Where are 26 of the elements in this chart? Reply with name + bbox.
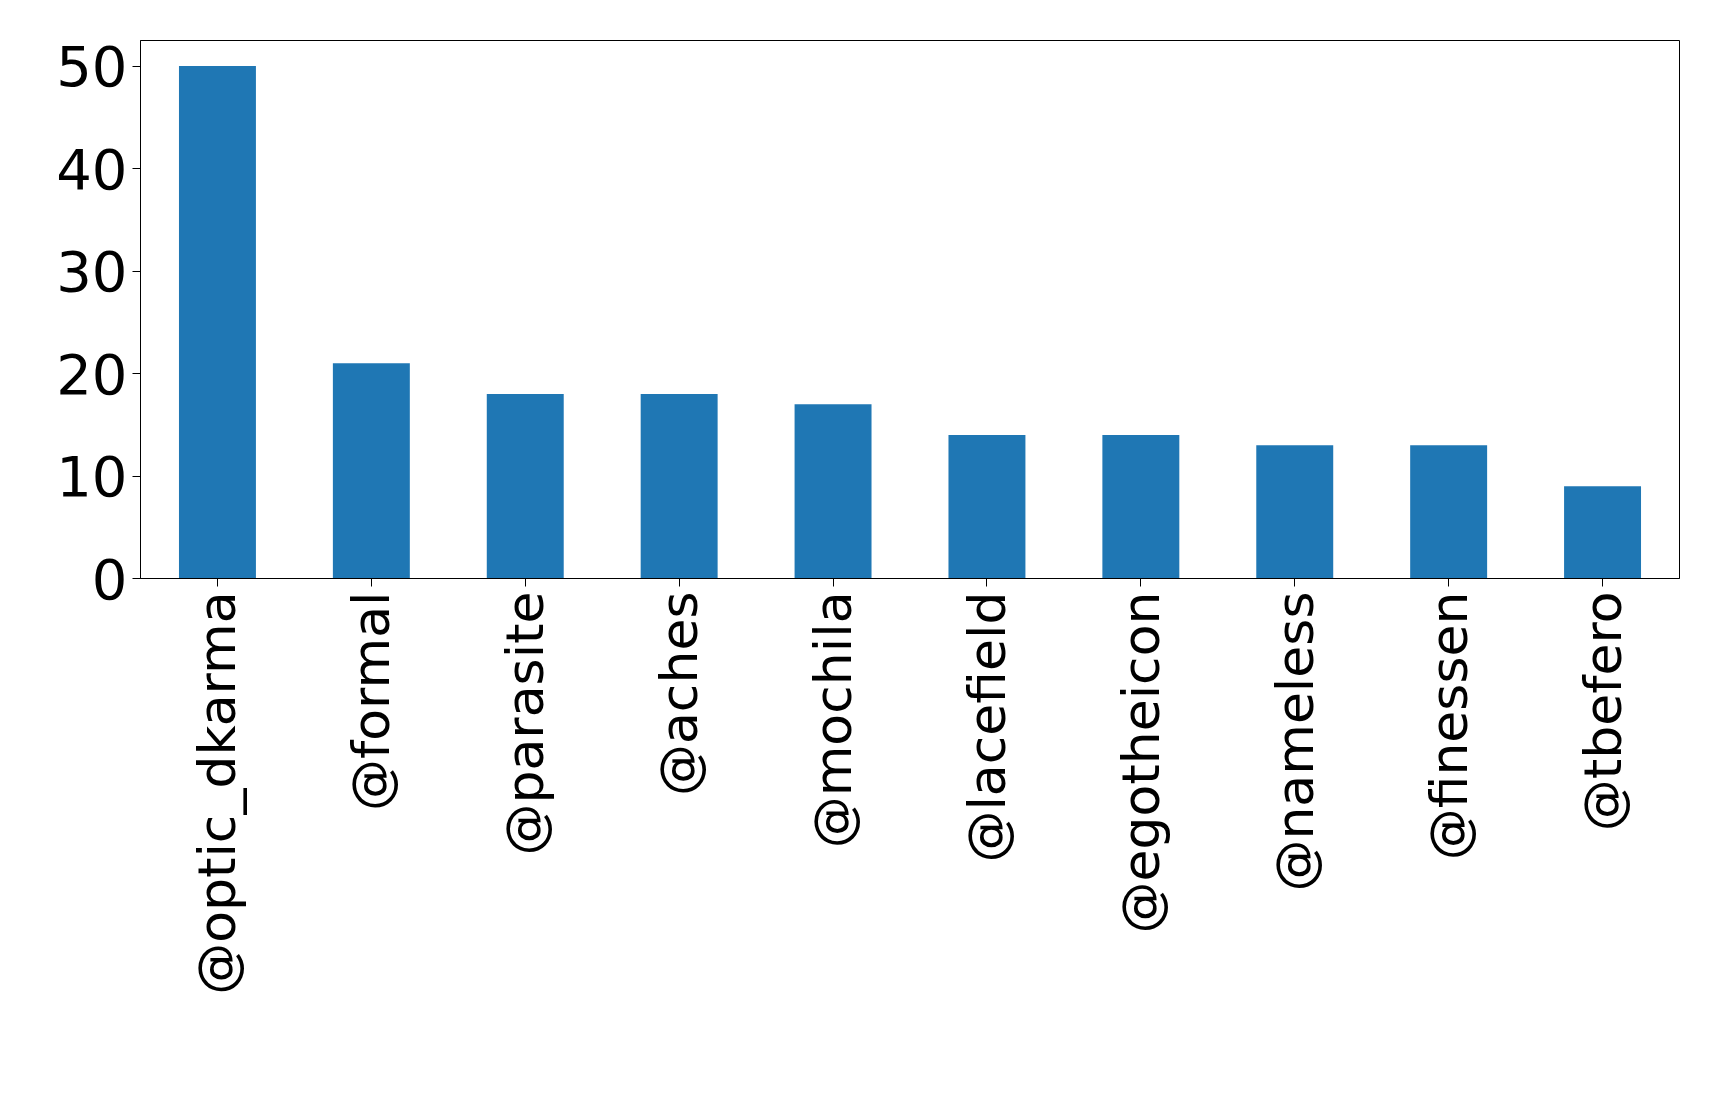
x-tick-label: @finessen — [1418, 591, 1479, 861]
x-tick-label: @egotheicon — [1110, 591, 1171, 934]
bar — [178, 66, 256, 579]
y-tick-label: 30 — [56, 239, 128, 305]
x-tick-label: @mochila — [803, 591, 864, 849]
y-tick-label: 10 — [56, 444, 128, 510]
bar — [1410, 445, 1488, 579]
x-tick-label: @formal — [341, 591, 402, 812]
bar — [1564, 486, 1642, 579]
x-tick-label: @lacefield — [956, 591, 1017, 863]
bar — [1102, 435, 1180, 579]
bar — [794, 404, 872, 579]
y-tick-label: 40 — [56, 136, 128, 202]
x-tick-label: @aches — [649, 591, 710, 796]
y-tick-label: 50 — [56, 34, 128, 100]
bar — [640, 394, 718, 579]
bar — [486, 394, 564, 579]
x-tick-label: @optic_dkarma — [187, 591, 248, 995]
bar — [948, 435, 1026, 579]
bar — [332, 363, 410, 579]
y-tick-label: 20 — [56, 341, 128, 407]
x-tick-label: @nameless — [1264, 591, 1325, 892]
bar — [1256, 445, 1334, 579]
x-tick-label: @parasite — [495, 591, 556, 856]
x-tick-label: @tbefero — [1572, 591, 1633, 832]
y-tick-label: 0 — [91, 546, 128, 612]
